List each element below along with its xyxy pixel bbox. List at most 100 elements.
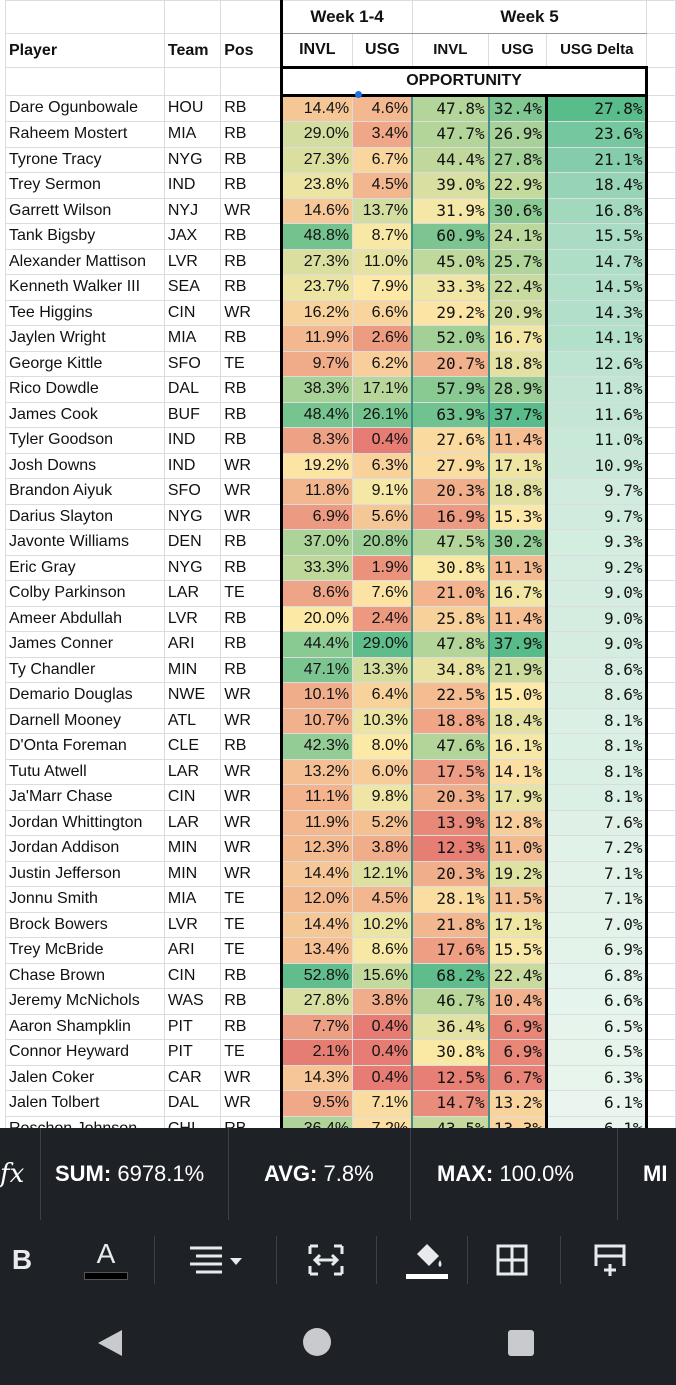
team-cell[interactable]: ARI (163, 631, 222, 658)
invl5-cell[interactable]: 39.0% (411, 172, 490, 199)
empty-cell[interactable] (645, 478, 676, 505)
player-cell[interactable]: Chase Brown (5, 962, 165, 989)
pos-cell[interactable]: RB (220, 962, 282, 989)
pos-cell[interactable]: TE (220, 911, 282, 938)
usg-cell[interactable]: 5.6% (352, 503, 413, 530)
invl-cell[interactable]: 11.8% (279, 478, 354, 505)
usg-cell[interactable]: 7.1% (352, 1090, 413, 1117)
usg-cell[interactable]: 8.0% (352, 733, 413, 760)
delta-cell[interactable]: 7.2% (544, 835, 649, 862)
empty-cell[interactable] (645, 656, 676, 683)
player-cell[interactable]: Kenneth Walker III (5, 274, 165, 301)
pos-cell[interactable]: WR (220, 452, 282, 479)
invl5-cell[interactable]: 68.2% (411, 962, 490, 989)
empty-cell[interactable] (645, 580, 676, 607)
invl5-cell[interactable]: 47.8% (411, 631, 490, 658)
pos-cell[interactable]: RB (220, 172, 282, 199)
week14-header[interactable]: Week 1-4 (279, 0, 413, 34)
usg-cell[interactable]: 9.1% (352, 478, 413, 505)
usg5-cell[interactable]: 12.8% (487, 809, 547, 836)
player-cell[interactable]: Justin Jefferson (5, 860, 165, 887)
usg5-cell[interactable]: 19.2% (487, 860, 547, 887)
player-cell[interactable]: Aaron Shampklin (5, 1013, 165, 1040)
delta-cell[interactable]: 6.5% (544, 1039, 649, 1066)
bold-icon[interactable]: B (11, 1244, 33, 1275)
usg-cell[interactable]: 6.6% (352, 299, 413, 326)
empty-cell[interactable] (645, 1013, 676, 1040)
empty-cell[interactable] (645, 937, 676, 964)
player-cell[interactable]: Ja'Marr Chase (5, 784, 165, 811)
empty-cell[interactable] (645, 452, 676, 479)
empty-cell[interactable] (645, 121, 676, 148)
usg-cell[interactable]: 5.2% (352, 809, 413, 836)
usg-cell[interactable]: 8.7% (352, 223, 413, 250)
usg-cell[interactable]: 6.0% (352, 758, 413, 785)
delta-cell[interactable]: 9.0% (544, 605, 649, 632)
team-cell[interactable]: IND (163, 427, 222, 454)
team-cell[interactable]: ATL (163, 707, 222, 734)
invl5-cell[interactable]: 30.8% (411, 554, 490, 581)
delta-cell[interactable]: 16.8% (544, 197, 649, 224)
usg5-cell[interactable]: 37.7% (487, 401, 547, 428)
usg-cell[interactable]: 2.4% (352, 605, 413, 632)
pos-cell[interactable]: RB (220, 325, 282, 352)
invl5-cell[interactable]: 17.5% (411, 758, 490, 785)
usg5-cell[interactable]: 18.4% (487, 707, 547, 734)
team-cell[interactable]: DAL (163, 376, 222, 403)
pos-cell[interactable]: RB (220, 733, 282, 760)
usg5-cell[interactable]: 22.4% (487, 274, 547, 301)
pos-cell[interactable]: TE (220, 580, 282, 607)
player-cell[interactable]: Garrett Wilson (5, 197, 165, 224)
usg5-cell[interactable]: 22.4% (487, 962, 547, 989)
delta-cell[interactable]: 9.3% (544, 529, 649, 556)
empty-cell[interactable] (645, 886, 676, 913)
pos-cell[interactable]: TE (220, 350, 282, 377)
delta-cell[interactable]: 9.0% (544, 631, 649, 658)
usg-cell[interactable]: 11.0% (352, 248, 413, 275)
invl-cell[interactable]: 27.8% (279, 988, 354, 1015)
invl-cell[interactable]: 27.3% (279, 248, 354, 275)
delta-cell[interactable]: 6.5% (544, 1013, 649, 1040)
invl5-cell[interactable]: 27.9% (411, 452, 490, 479)
delta-cell[interactable]: 9.0% (544, 580, 649, 607)
empty-cell[interactable] (645, 350, 676, 377)
team-cell[interactable]: LVR (163, 248, 222, 275)
invl-cell[interactable]: 29.0% (279, 121, 354, 148)
team-cell[interactable]: ARI (163, 937, 222, 964)
invl-cell[interactable]: 9.7% (279, 350, 354, 377)
invl-cell[interactable]: 37.0% (279, 529, 354, 556)
usg5-cell[interactable]: 16.1% (487, 733, 547, 760)
usg-cell[interactable]: 7.2% (352, 1115, 413, 1128)
empty-cell[interactable] (645, 835, 676, 862)
team-cell[interactable]: MIA (163, 121, 222, 148)
delta-cell[interactable]: 18.4% (544, 172, 649, 199)
player-cell[interactable]: Brock Bowers (5, 911, 165, 938)
empty-cell[interactable] (645, 733, 676, 760)
usg5-column-header[interactable]: USG (488, 33, 547, 68)
player-cell[interactable]: Javonte Williams (5, 529, 165, 556)
pos-cell[interactable]: RB (220, 401, 282, 428)
usg-cell[interactable]: 4.6% (352, 94, 413, 122)
player-cell[interactable]: Raheem Mostert (5, 121, 165, 148)
usg5-cell[interactable]: 6.9% (487, 1039, 547, 1066)
usg5-cell[interactable]: 20.9% (487, 299, 547, 326)
fill-color-icon[interactable] (404, 1238, 450, 1282)
delta-cell[interactable]: 23.6% (544, 121, 649, 148)
team-cell[interactable]: LVR (163, 605, 222, 632)
usg5-cell[interactable]: 15.0% (487, 682, 547, 709)
team-cell[interactable]: CIN (163, 962, 222, 989)
usg5-cell[interactable]: 17.9% (487, 784, 547, 811)
invl5-cell[interactable]: 63.9% (411, 401, 490, 428)
empty-cell[interactable] (645, 1115, 676, 1128)
pos-cell[interactable]: TE (220, 937, 282, 964)
delta-cell[interactable]: 14.3% (544, 299, 649, 326)
pos-cell[interactable]: RB (220, 1013, 282, 1040)
invl-cell[interactable]: 19.2% (279, 452, 354, 479)
usg-cell[interactable]: 7.9% (352, 274, 413, 301)
delta-cell[interactable]: 11.0% (544, 427, 649, 454)
team-cell[interactable]: PIT (163, 1013, 222, 1040)
usg5-cell[interactable]: 15.3% (487, 503, 547, 530)
usg5-cell[interactable]: 11.5% (487, 886, 547, 913)
usg5-cell[interactable]: 24.1% (487, 223, 547, 250)
team-cell[interactable]: CAR (163, 1064, 222, 1091)
